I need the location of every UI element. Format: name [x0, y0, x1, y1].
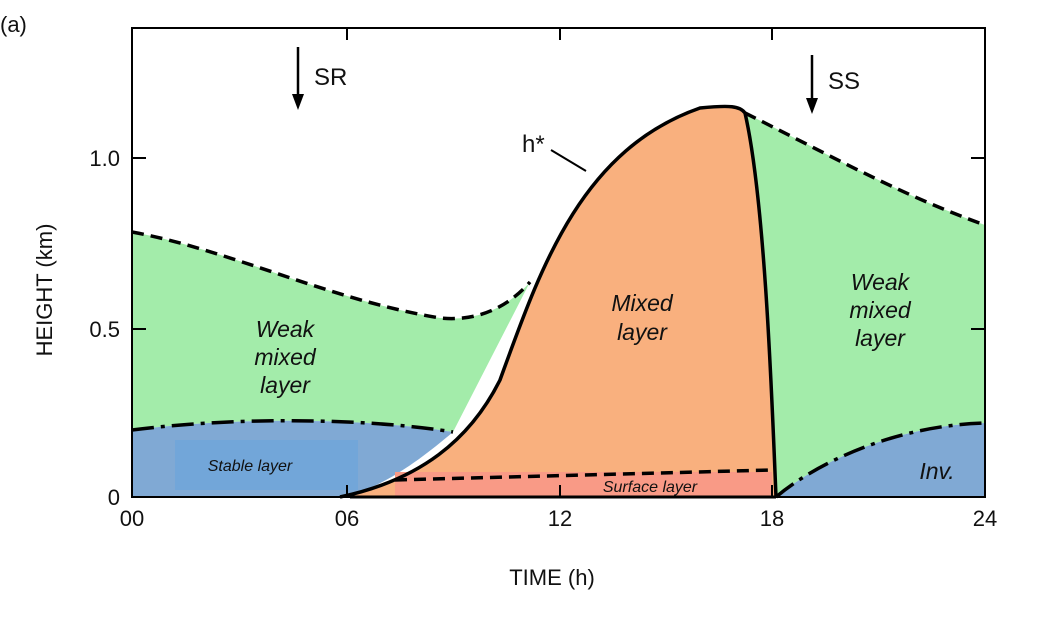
surface-layer-top-dashed-line: [394, 468, 773, 482]
y-axis-title: HEIGHT (km): [32, 224, 57, 357]
weak-mixed-left-line-1: Weak: [256, 316, 316, 342]
inversion-area: [776, 423, 985, 497]
mixed-top-pointer-line: [550, 149, 587, 172]
weak-mixed-right-line-3: layer: [855, 325, 906, 351]
stable-layer-label: Stable layer: [208, 458, 293, 475]
x-tick-label-00: 00: [120, 506, 144, 531]
y-tick-label-0.5: 0.5: [89, 317, 120, 342]
weak-mixed-right-line-2: mixed: [849, 297, 912, 323]
surface-layer-area: [395, 472, 772, 497]
weak-mixed-top-left-dashed-line: [131, 230, 532, 321]
x-tick-label-12: 12: [548, 506, 572, 531]
weak-mixed-left-line-2: mixed: [254, 344, 317, 370]
mixed-layer-boundary-line: [339, 104, 778, 499]
stable-layer-label-box: [175, 440, 358, 490]
sunset-arrow-icon: [806, 98, 818, 114]
x-tick-label-18: 18: [760, 506, 784, 531]
weak-mixed-top-right-dashed-line: [744, 111, 986, 227]
weak-mixed-layer-right-area: [745, 113, 985, 497]
inversion-label: Inv.: [919, 458, 954, 484]
weak-mixed-layer-left-area: [132, 232, 530, 432]
panel-label: (a): [0, 12, 27, 37]
stable-layer-top-left-dashdot-line: [131, 418, 454, 434]
x-tick-label-06: 06: [335, 506, 359, 531]
x-axis-title: TIME (h): [509, 565, 595, 590]
mixed-top-label: h*: [522, 131, 545, 158]
x-tick-label-24: 24: [973, 506, 997, 531]
sunset-label: SS: [828, 68, 860, 95]
sunrise-arrow-icon: [292, 94, 304, 110]
surface-layer-label: Surface layer: [603, 479, 698, 496]
y-tick-label-1.0: 1.0: [89, 146, 120, 171]
y-tick-label-0: 0: [108, 485, 120, 510]
weak-mixed-left-line-3: layer: [260, 372, 311, 398]
weak-mixed-right-line-1: Weak: [851, 269, 911, 295]
mixed-layer-line-2: layer: [617, 319, 668, 345]
mixed-layer-line-1: Mixed: [611, 290, 674, 316]
sunrise-label: SR: [314, 64, 347, 91]
mixed-layer-area: [340, 106, 776, 497]
